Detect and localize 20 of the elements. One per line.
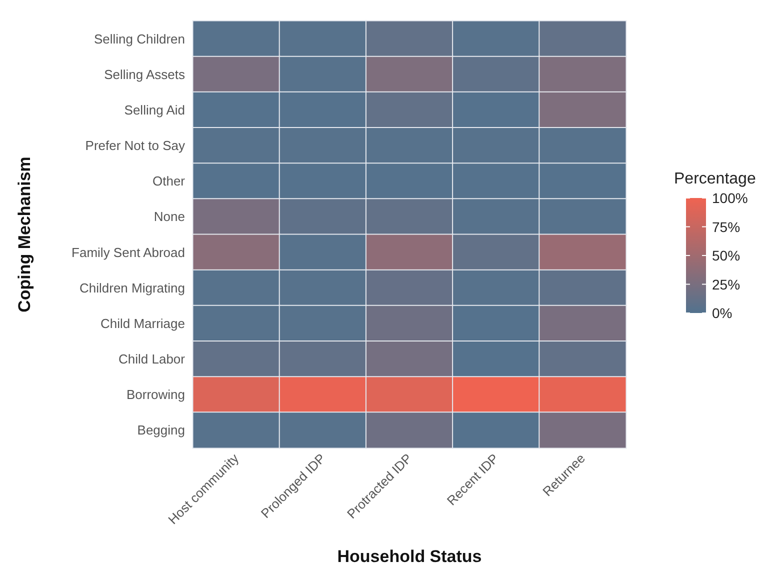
y-tick-label: Selling Assets [104,66,186,82]
y-tick-label: Family Sent Abroad [72,244,185,260]
y-tick-label: Child Marriage [100,316,185,331]
y-tick-label: Selling Children [94,31,185,46]
y-tick-label: Other [152,174,186,189]
color-bar-title: Percentage [674,170,756,188]
color-bar-label: 25% [712,276,740,292]
y-tick-label: Child Labor [118,352,186,367]
x-axis-title: Household Status [337,547,482,566]
color-bar-label: 0% [712,305,732,321]
color-bar-label: 50% [712,248,740,264]
y-tick-label: None [154,209,185,224]
y-tick-label: Begging [137,422,185,438]
color-bar-label: 75% [712,218,740,235]
y-axis-title: Coping Mechanism [15,156,34,312]
y-tick-label: Selling Aid [124,102,185,118]
y-tick-label: Children Migrating [80,280,185,296]
y-tick-label: Borrowing [126,387,185,402]
y-tick-label: Prefer Not to Say [85,138,186,154]
color-bar-label: 100% [712,190,748,206]
